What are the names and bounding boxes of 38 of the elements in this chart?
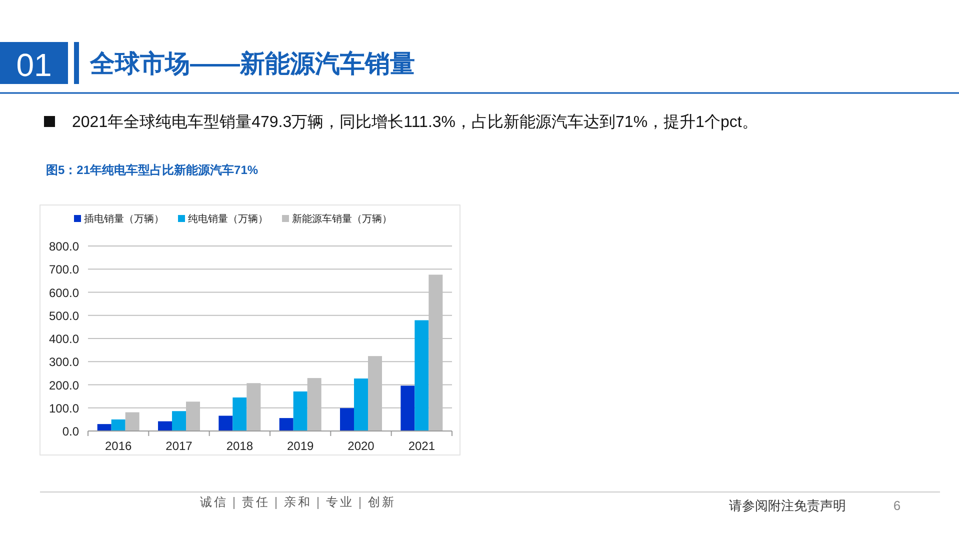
bar [293,391,308,431]
bar [172,411,186,431]
chart-subtitle: 2021年全球纯电车型销量479.3万辆，同比增长111.3%，占比新能源汽车达到71%，提升1个pct。 [72,113,758,131]
bar [414,320,429,431]
text: 6 [893,498,901,513]
bar [125,412,140,431]
y-tick-label: 700.0 [48,262,80,277]
bar [232,397,247,431]
y-tick-label: 600.0 [48,286,80,300]
caption: 图5：21年纯电车型占比新能源汽车71% [46,163,258,177]
x-tick-label: 2021 [408,439,436,453]
y-tick-label: 500.0 [48,308,80,323]
y-tick-label: 400.0 [48,332,80,346]
x-tick-label: 2018 [226,439,254,453]
text: 请参阅附注免责声明 [729,498,846,513]
x-tick-label: 2017 [166,439,193,453]
y-tick-label: 200.0 [48,378,80,392]
bar [354,378,368,431]
x-tick-label: 2019 [286,439,314,453]
bar [158,421,172,431]
text: 诚信｜责任｜亲和｜专业｜创新 [200,495,396,509]
bar [279,418,294,431]
bar [111,419,126,431]
bar [97,424,112,431]
y-tick-label: 100.0 [48,401,80,416]
y-tick-label: 300.0 [48,355,80,370]
chart-title: 全球市场——新能源汽车销量 [89,50,415,78]
bar [340,408,354,431]
text: 01 [16,47,52,83]
x-tick-label: 2016 [104,439,132,453]
bar [400,386,415,431]
bar [218,416,233,431]
legend-label: 插电销量（万辆） [84,213,164,225]
x-tick-label: 2020 [348,439,375,453]
y-tick-label: 800.0 [48,240,80,254]
legend-label: 纯电销量（万辆） [188,213,268,225]
y-tick-label: 0.0 [62,424,80,438]
legend-label: 新能源车销量（万辆） [292,213,392,225]
